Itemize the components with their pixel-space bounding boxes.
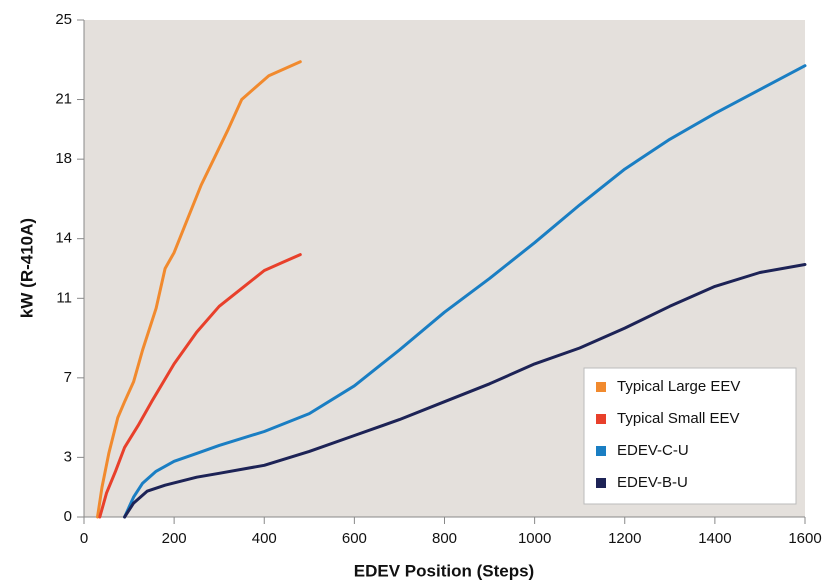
x-tick-label: 1200 <box>608 530 641 547</box>
series-line <box>123 64 807 519</box>
x-tick-label: 400 <box>252 530 277 547</box>
y-tick-label: 25 <box>55 11 72 28</box>
legend-label: EDEV-B-U <box>617 474 688 491</box>
y-tick-label: 7 <box>64 369 72 386</box>
series-line <box>98 253 302 519</box>
legend-swatch <box>596 414 606 424</box>
series-line <box>96 60 302 519</box>
legend-label: EDEV-C-U <box>617 442 689 459</box>
x-tick-label: 600 <box>342 530 367 547</box>
x-tick-label: 1600 <box>788 530 821 547</box>
y-tick-label: 21 <box>55 90 72 107</box>
legend-label: Typical Small EEV <box>617 410 740 427</box>
x-tick-label: 800 <box>432 530 457 547</box>
y-tick-label: 18 <box>55 150 72 167</box>
y-axis-label: kW (R-410A) <box>17 218 36 318</box>
y-tick-label: 3 <box>64 448 72 465</box>
y-tick-label: 0 <box>64 508 72 525</box>
x-tick-label: 0 <box>80 530 88 547</box>
y-tick-label: 14 <box>55 230 72 247</box>
legend-swatch <box>596 478 606 488</box>
legend-box <box>583 367 797 505</box>
legend-label: Typical Large EEV <box>617 378 740 395</box>
x-tick-label: 1400 <box>698 530 731 547</box>
series-line <box>123 263 807 519</box>
y-tick-label: 11 <box>56 289 72 306</box>
legend-swatch <box>596 382 606 392</box>
x-tick-label: 1000 <box>518 530 551 547</box>
x-tick-label: 200 <box>162 530 187 547</box>
legend-swatch <box>596 446 606 456</box>
x-axis-label: EDEV Position (Steps) <box>354 561 534 580</box>
